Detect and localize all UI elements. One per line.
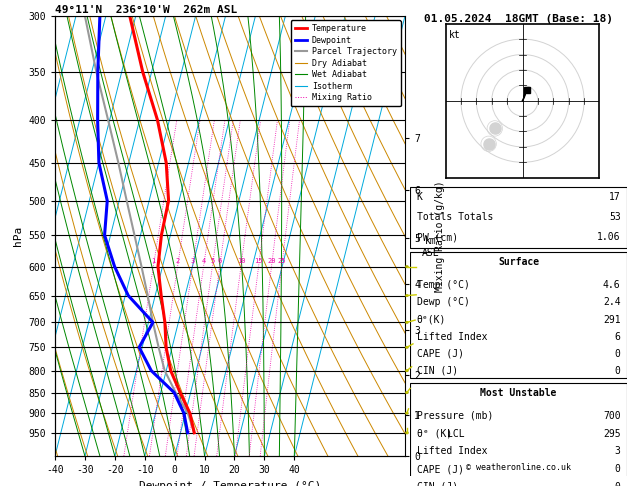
X-axis label: Dewpoint / Temperature (°C): Dewpoint / Temperature (°C) (139, 481, 321, 486)
Text: 2.4: 2.4 (603, 297, 621, 308)
Text: CAPE (J): CAPE (J) (416, 464, 464, 474)
Text: 291: 291 (603, 314, 621, 325)
Bar (410, 252, 627, 378)
Text: CIN (J): CIN (J) (416, 366, 458, 376)
Text: 3: 3 (615, 447, 621, 456)
Bar (410, 187, 627, 248)
Text: 0: 0 (615, 366, 621, 376)
Y-axis label: km
ASL: km ASL (422, 236, 440, 258)
Bar (410, 383, 627, 486)
Text: 4: 4 (201, 259, 206, 264)
Text: © weatheronline.co.uk: © weatheronline.co.uk (466, 463, 571, 471)
Text: 6: 6 (218, 259, 222, 264)
Text: θᵉ(K): θᵉ(K) (416, 314, 446, 325)
Text: 17: 17 (609, 191, 621, 202)
Text: Most Unstable: Most Unstable (481, 388, 557, 398)
Text: CIN (J): CIN (J) (416, 482, 458, 486)
Text: θᵉ (K): θᵉ (K) (416, 429, 452, 439)
Text: 53: 53 (609, 212, 621, 222)
Text: Surface: Surface (498, 257, 539, 267)
Text: 01.05.2024  18GMT (Base: 18): 01.05.2024 18GMT (Base: 18) (424, 15, 613, 24)
Text: Mixing Ratio (g/kg): Mixing Ratio (g/kg) (435, 180, 445, 292)
Y-axis label: hPa: hPa (13, 226, 23, 246)
Text: Totals Totals: Totals Totals (416, 212, 493, 222)
Text: 295: 295 (603, 429, 621, 439)
Text: 20: 20 (267, 259, 276, 264)
Text: 1: 1 (151, 259, 155, 264)
Text: 15: 15 (254, 259, 263, 264)
Text: K: K (416, 191, 423, 202)
Text: 0: 0 (615, 464, 621, 474)
Text: LCL: LCL (447, 429, 465, 439)
Text: Dewp (°C): Dewp (°C) (416, 297, 469, 308)
Text: 1.06: 1.06 (597, 232, 621, 242)
Text: 25: 25 (277, 259, 286, 264)
Text: 4.6: 4.6 (603, 280, 621, 290)
Text: Lifted Index: Lifted Index (416, 447, 487, 456)
Text: kt: kt (448, 30, 460, 40)
Text: PW (cm): PW (cm) (416, 232, 458, 242)
Text: Lifted Index: Lifted Index (416, 331, 487, 342)
Text: CAPE (J): CAPE (J) (416, 349, 464, 359)
Text: 0: 0 (615, 349, 621, 359)
Text: 6: 6 (615, 331, 621, 342)
Text: Temp (°C): Temp (°C) (416, 280, 469, 290)
Legend: Temperature, Dewpoint, Parcel Trajectory, Dry Adiabat, Wet Adiabat, Isotherm, Mi: Temperature, Dewpoint, Parcel Trajectory… (291, 20, 401, 106)
Text: 49°11'N  236°10'W  262m ASL: 49°11'N 236°10'W 262m ASL (55, 5, 237, 15)
Text: 10: 10 (237, 259, 245, 264)
Text: Pressure (mb): Pressure (mb) (416, 411, 493, 421)
Text: 3: 3 (191, 259, 194, 264)
Text: 5: 5 (210, 259, 214, 264)
Text: 700: 700 (603, 411, 621, 421)
Text: 2: 2 (175, 259, 180, 264)
Text: 0: 0 (615, 482, 621, 486)
